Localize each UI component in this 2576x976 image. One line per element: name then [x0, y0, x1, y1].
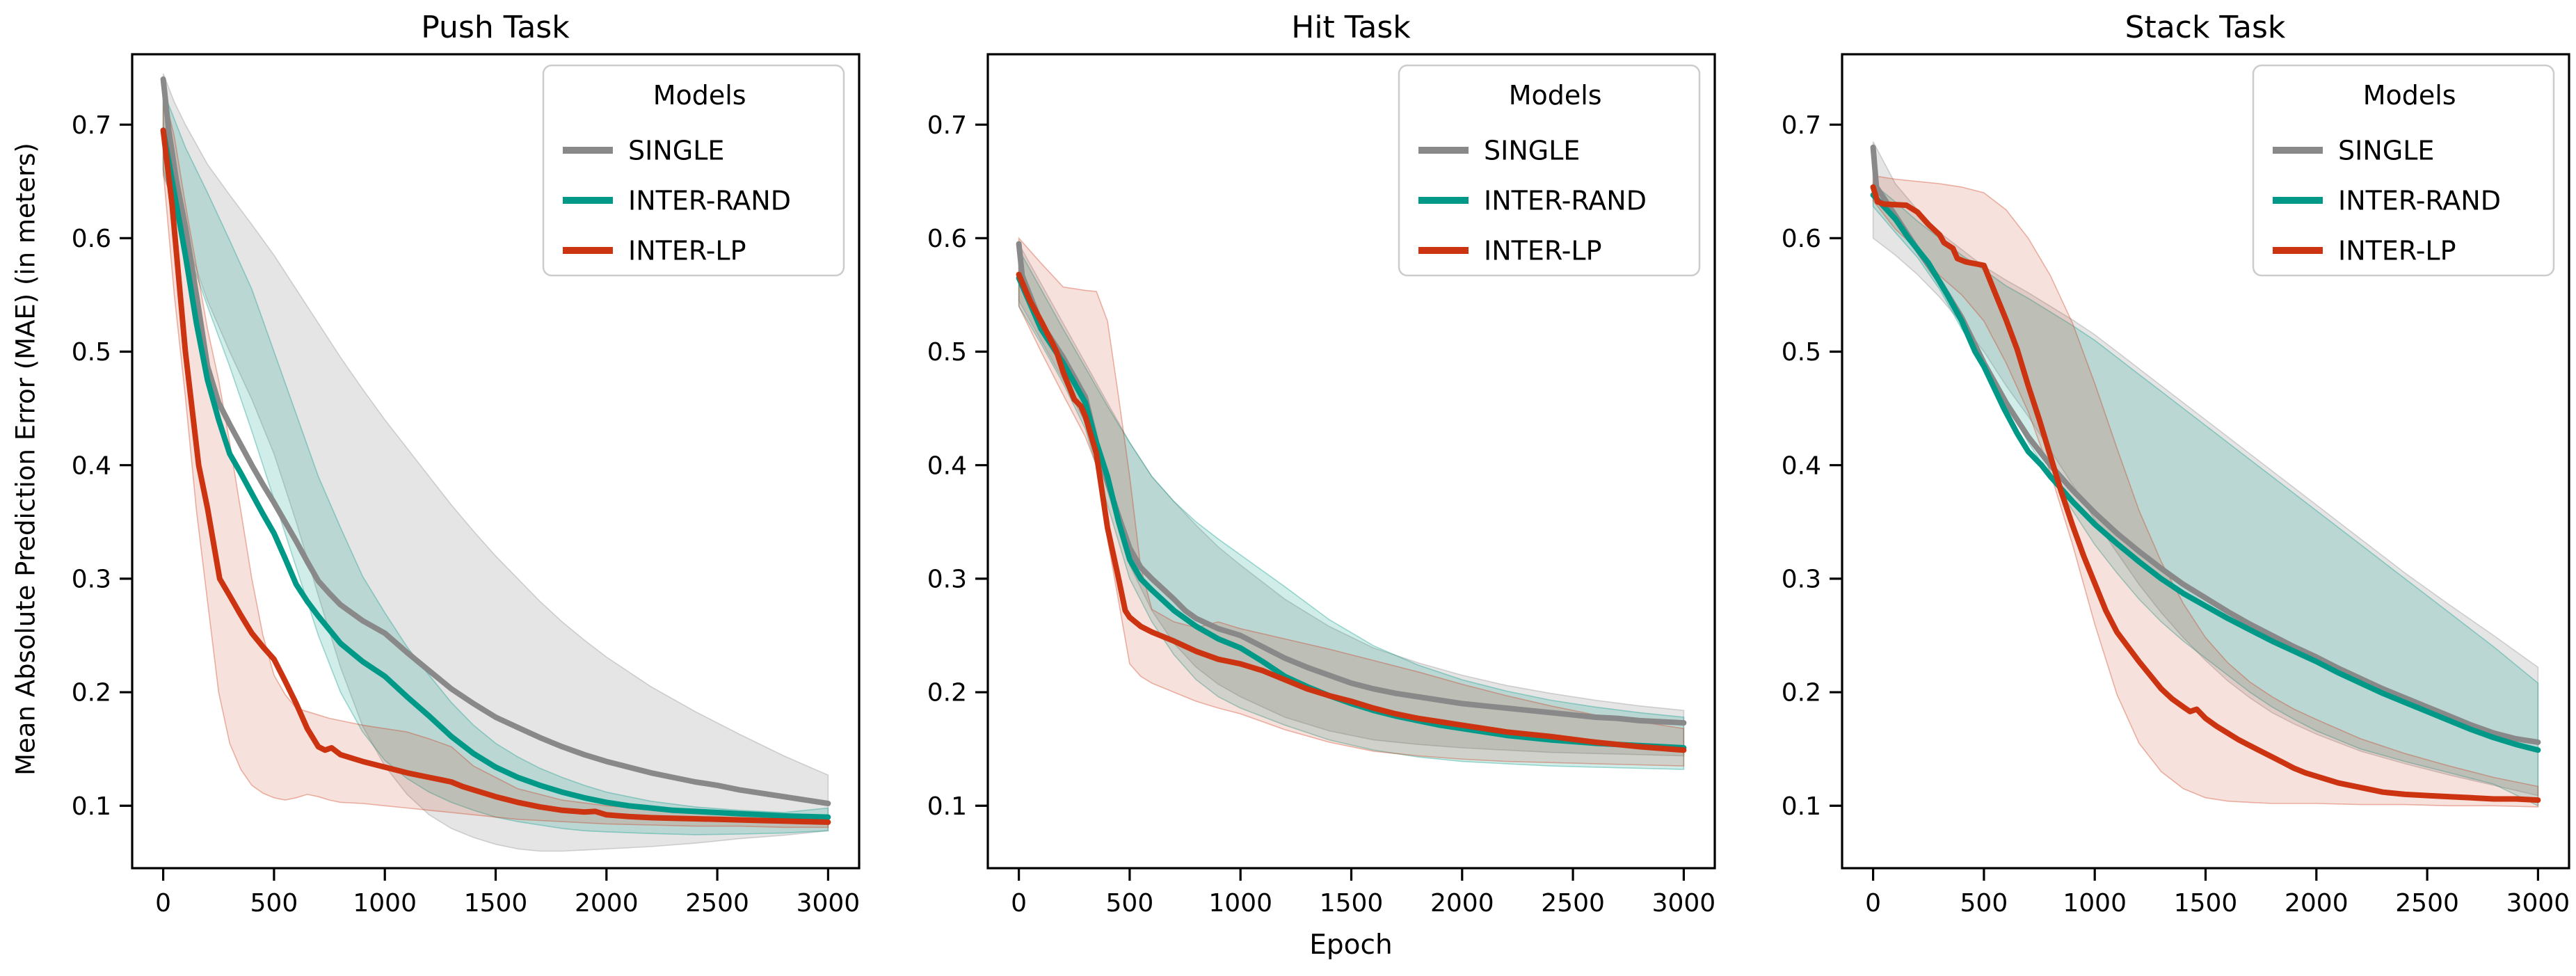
legend-label-inter-rand: INTER-RAND: [628, 185, 791, 216]
y-tick-label: 0.4: [1782, 451, 1821, 480]
x-tick-label: 1000: [2063, 889, 2127, 918]
x-tick-label: 1000: [353, 889, 417, 918]
line-inter-rand-hit-task: [1016, 275, 1687, 751]
y-tick-label: 0.4: [72, 451, 111, 480]
x-tick-label: 1500: [1320, 889, 1384, 918]
x-tick-label: 1500: [2174, 889, 2238, 918]
line-inter-rand-stack-task: [1870, 192, 2541, 753]
x-tick-label: 2500: [1541, 889, 1605, 918]
panel-stack-task: 0 500 1000 1500 2000 2500 3000 0.1 0.2 0.3 0.4 0.5 0…: [1782, 53, 2570, 918]
y-tick-label: 0.4: [927, 451, 967, 480]
band-inter-lp-hit-task: [1018, 237, 1685, 767]
y-tick-label: 0.2: [72, 679, 111, 707]
y-tick-label: 0.1: [927, 792, 967, 821]
legend-box: [1398, 64, 1701, 277]
y-tick-label: 0.7: [927, 111, 967, 140]
x-tick-label: 0: [155, 889, 171, 918]
x-tick-label: 2000: [2285, 889, 2349, 918]
legend-stack-task: Models SINGLE INTER-RAND INTER-LP: [2252, 64, 2555, 277]
legend-label-inter-rand: INTER-RAND: [2338, 185, 2501, 216]
y-axis-label: Mean Absolute Prediction Error (MAE) (in…: [10, 143, 41, 776]
x-tick-label: 500: [1960, 889, 2008, 918]
y-tick-label: 0.3: [927, 565, 967, 593]
plot-area-hit-task: [1016, 237, 1687, 770]
band-inter-rand-hit-task: [1018, 247, 1685, 770]
x-tick-label: 0: [1011, 889, 1027, 918]
x-tick-label: 3000: [1652, 889, 1716, 918]
legend-label-single: SINGLE: [2338, 135, 2434, 166]
legend-label-single: SINGLE: [1484, 135, 1580, 166]
y-tick-label: 0.5: [1782, 338, 1821, 367]
legend-title: Models: [2363, 80, 2456, 111]
legend-box: [2252, 64, 2555, 277]
y-tick-label: 0.3: [72, 565, 111, 593]
y-tick-label: 0.6: [927, 225, 967, 253]
plot-area-push-task: [160, 73, 831, 852]
panel-hit-task: 0 500 1000 1500 2000 2500 3000 0.1 0.2 0.3 0.4 0.5 0…: [927, 53, 1716, 918]
x-tick-label: 2500: [685, 889, 749, 918]
legend-hit-task: Models SINGLE INTER-RAND INTER-LP: [1398, 64, 1701, 277]
line-single-push-task: [160, 76, 831, 806]
legend-title: Models: [653, 80, 746, 111]
legend-title: Models: [1509, 80, 1602, 111]
y-tick-label: 0.6: [1782, 225, 1821, 253]
x-tick-label: 2000: [575, 889, 639, 918]
x-axis-label: Epoch: [1309, 929, 1393, 961]
band-single-push-task: [162, 73, 829, 852]
panel-title-hit: Hit Task: [1291, 10, 1411, 45]
y-tick-label: 0.5: [72, 338, 111, 367]
line-inter-rand-push-task: [160, 127, 831, 820]
panel-push-task: 0 500 1000 1500 2000 2500 3000 0.1 0.2 0.3 0.4 0.5 0…: [72, 53, 861, 918]
legend-box: [542, 64, 845, 277]
y-tick-label: 0.6: [72, 225, 111, 253]
y-tick-label: 0.2: [927, 679, 967, 707]
legend-label-inter-lp: INTER-LP: [1484, 235, 1602, 266]
band-single-hit-task: [1018, 241, 1685, 757]
y-tick-label: 0.7: [1782, 111, 1821, 140]
x-tick-label: 1000: [1208, 889, 1272, 918]
y-tick-label: 0.1: [1782, 792, 1821, 821]
plot-area-stack-task: [1870, 141, 2541, 808]
legend-label-inter-lp: INTER-LP: [628, 235, 746, 266]
panel-title-stack: Stack Task: [2125, 10, 2286, 45]
band-inter-rand-push-task: [162, 90, 829, 835]
x-tick-label: 500: [250, 889, 298, 918]
legend-label-single: SINGLE: [628, 135, 724, 166]
panel-title-push: Push Task: [421, 10, 570, 45]
x-tick-label: 1500: [464, 889, 528, 918]
legend-push-task: Models SINGLE INTER-RAND INTER-LP: [542, 64, 845, 277]
line-inter-lp-hit-task: [1016, 271, 1687, 753]
legend-label-inter-lp: INTER-LP: [2338, 235, 2456, 266]
x-tick-label: 2000: [1430, 889, 1494, 918]
y-tick-label: 0.1: [72, 792, 111, 821]
y-tick-label: 0.2: [1782, 679, 1821, 707]
y-tick-label: 0.3: [1782, 565, 1821, 593]
y-tick-label: 0.5: [927, 338, 967, 367]
line-inter-lp-stack-task: [1870, 184, 2541, 803]
x-tick-label: 3000: [797, 889, 861, 918]
x-tick-label: 3000: [2506, 889, 2570, 918]
line-inter-lp-push-task: [160, 127, 831, 825]
x-tick-label: 500: [1106, 889, 1154, 918]
x-tick-label: 0: [1865, 889, 1881, 918]
band-inter-lp-push-task: [162, 90, 829, 829]
legend-label-inter-rand: INTER-RAND: [1484, 185, 1647, 216]
x-tick-label: 2500: [2395, 889, 2459, 918]
y-tick-label: 0.7: [72, 111, 111, 140]
